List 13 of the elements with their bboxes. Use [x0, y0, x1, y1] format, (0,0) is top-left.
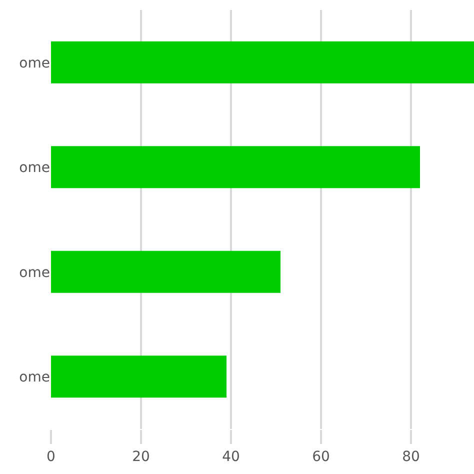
- y-tick-label: ome: [19, 160, 50, 176]
- x-tick-label: 0: [46, 448, 56, 465]
- bar: [51, 356, 226, 398]
- bar: [51, 146, 420, 188]
- y-tick-label: ome: [19, 370, 50, 386]
- y-tick-label: ome: [19, 55, 50, 72]
- x-tick-label: 60: [312, 448, 330, 465]
- bar: [51, 250, 280, 293]
- x-tick-label: 40: [222, 448, 240, 465]
- x-tick-label: 80: [402, 448, 420, 465]
- x-tick-label: 20: [132, 448, 150, 465]
- bar: [51, 41, 474, 84]
- y-tick-label: ome: [19, 264, 50, 281]
